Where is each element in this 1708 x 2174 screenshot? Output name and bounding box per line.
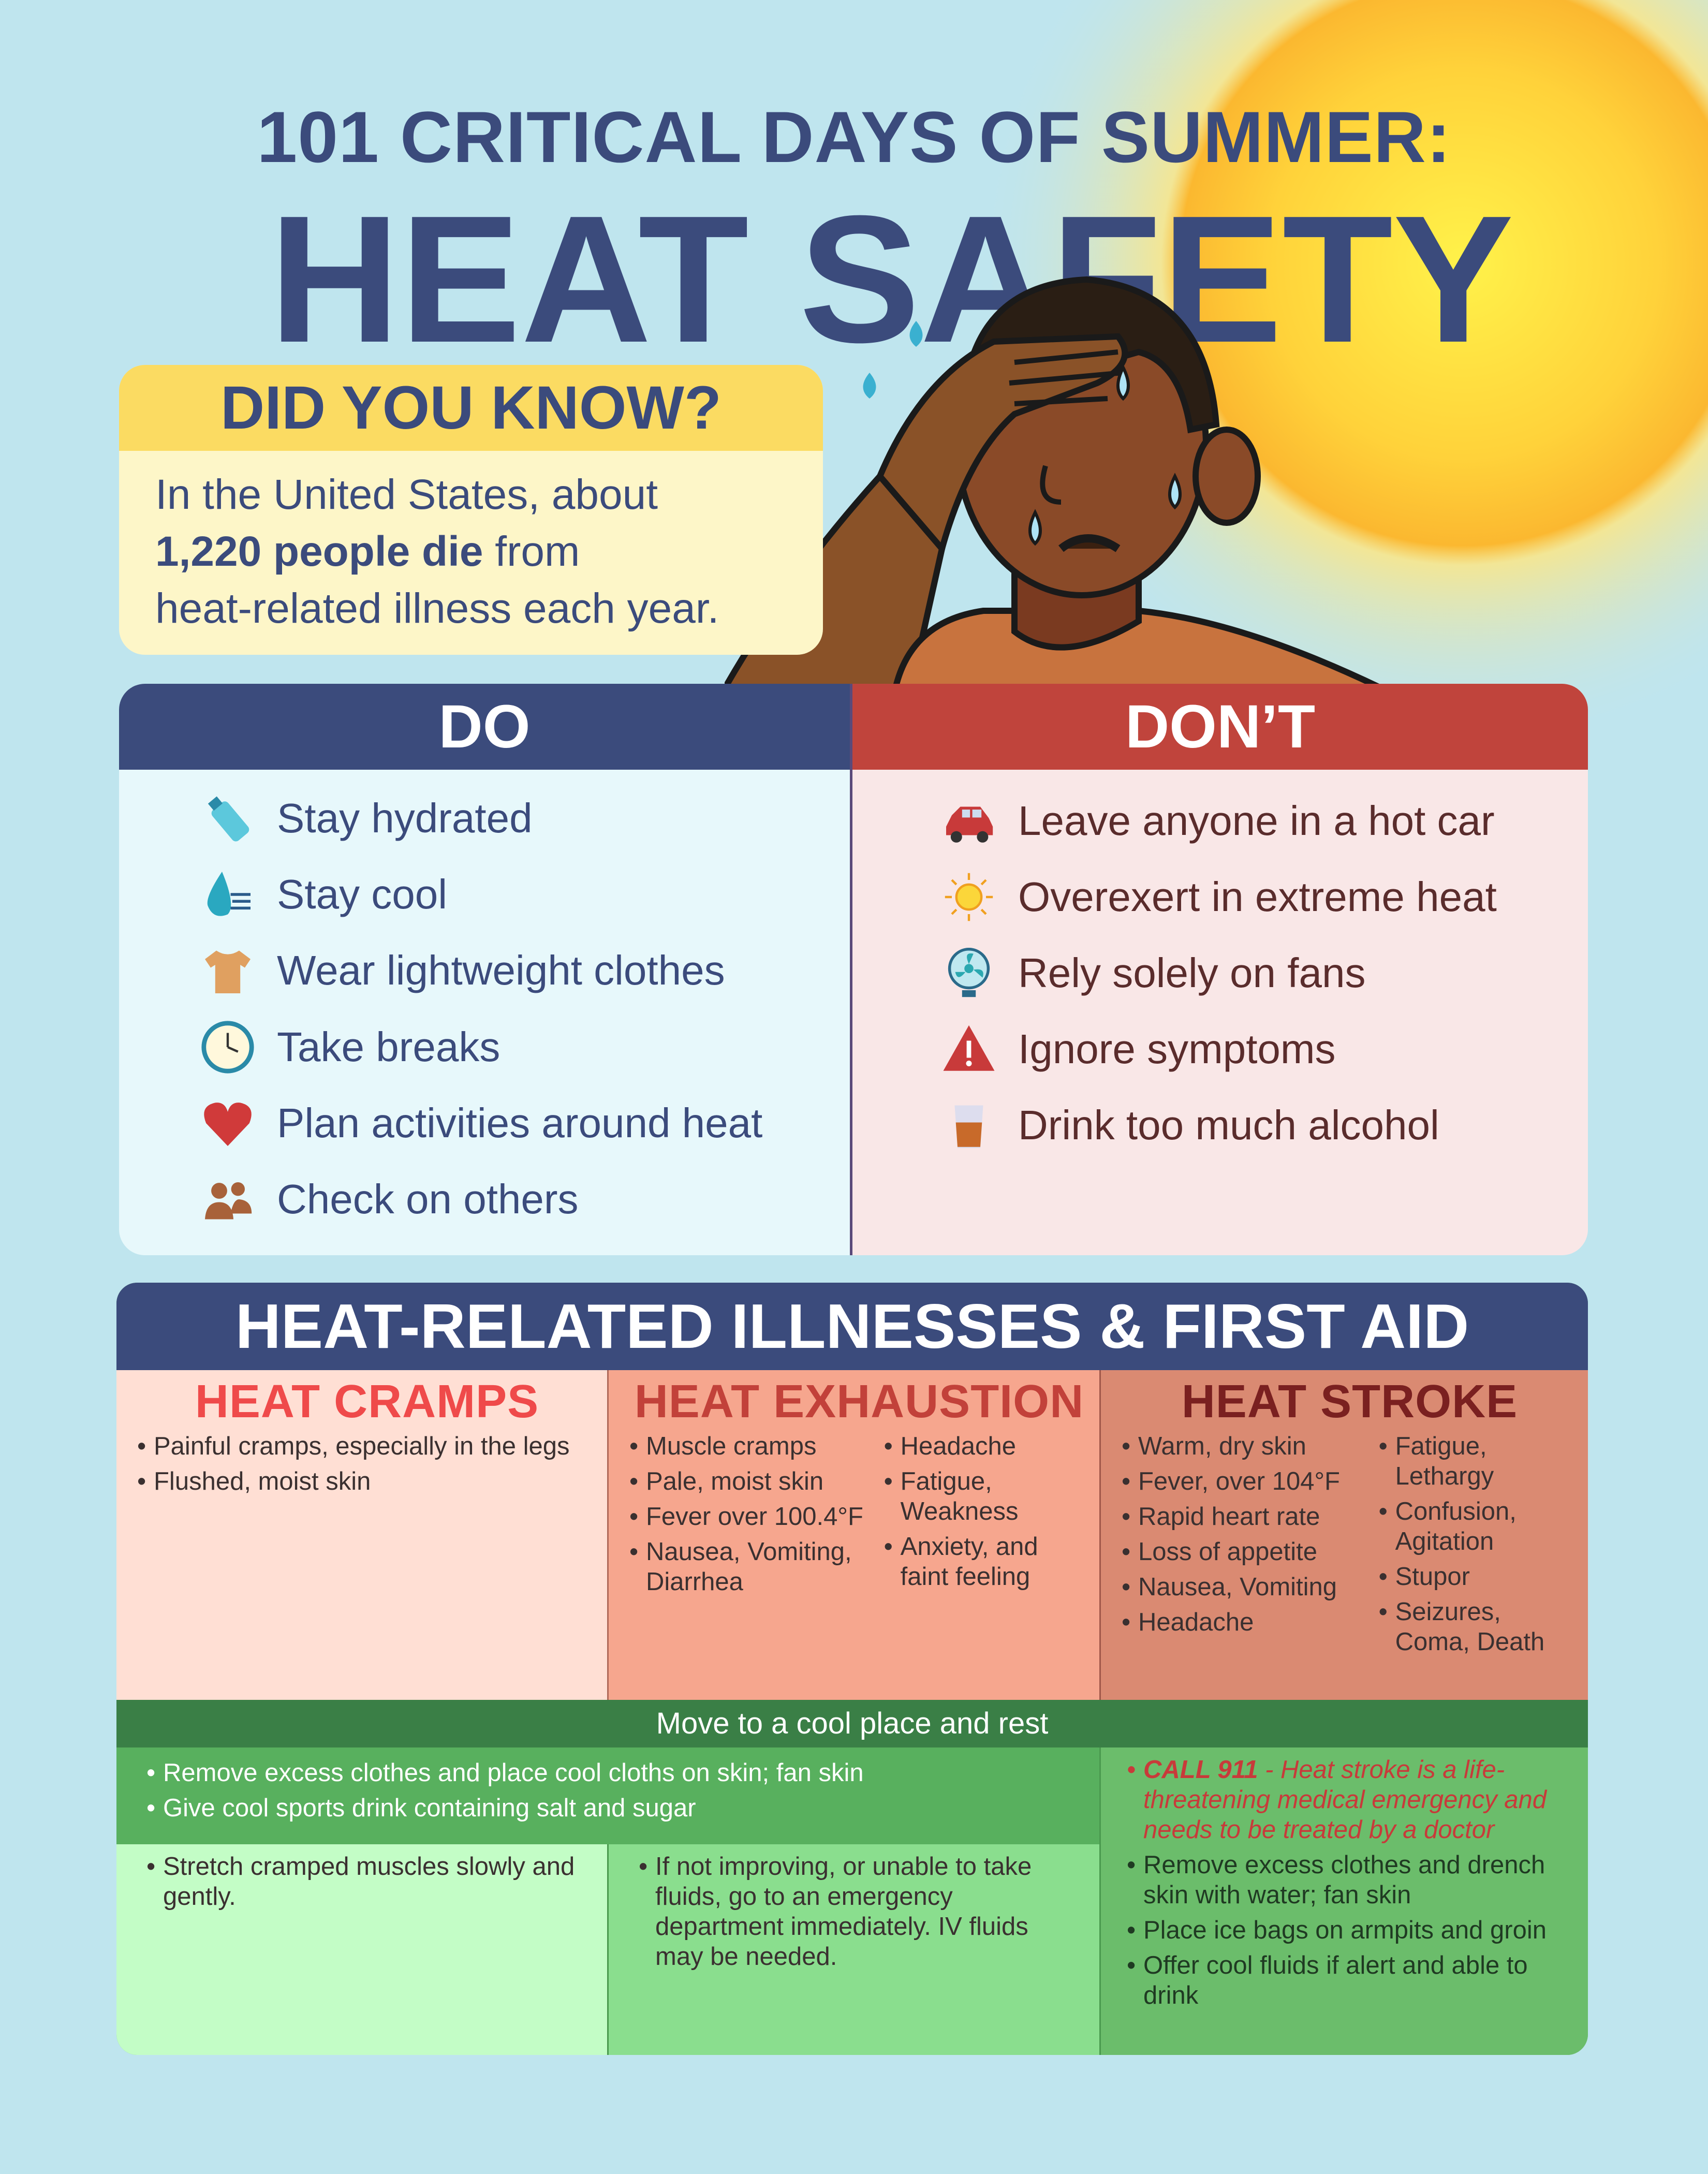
dont-item: Overexert in extreme heat (935, 866, 1497, 928)
heart-icon (194, 1092, 261, 1154)
symptom: Headache (1122, 1607, 1371, 1637)
symptom: Rapid heart rate (1122, 1502, 1371, 1532)
do-item: Wear lightweight clothes (194, 939, 725, 1002)
dont-item-label: Rely solely on fans (1018, 950, 1366, 996)
aid-step: Remove excess clothes and place cool clo… (146, 1758, 1099, 1788)
aid-step: Offer cool fluids if alert and able to d… (1127, 1950, 1572, 2010)
symptom: Fever, over 104°F (1122, 1466, 1371, 1496)
symptom: Anxiety, and faint feeling (884, 1532, 1089, 1592)
do-item-label: Plan activities around heat (277, 1100, 763, 1146)
do-item-label: Take breaks (277, 1024, 500, 1070)
title-heat-safety: HEAT SAFETY (269, 178, 1514, 380)
car-icon (935, 790, 1003, 852)
call-911-text: - Heat stroke is a life-threatening medi… (1143, 1756, 1547, 1844)
do-column: DO Stay hydrated Stay cool Wear lightwei… (119, 684, 850, 1255)
dont-item-label: Leave anyone in a hot car (1018, 798, 1495, 844)
heat-cramps-column: HEAT CRAMPS Painful cramps, especially i… (116, 1370, 607, 1700)
stroke-aid: CALL 911 - Heat stroke is a life-threate… (1099, 1747, 1588, 2055)
shared-aid-heading: Move to a cool place and rest (116, 1700, 1588, 1747)
sun-illustration (983, 0, 1708, 750)
heat-cramps-title: HEAT CRAMPS (195, 1376, 539, 1428)
symptom: Seizures, Coma, Death (1379, 1597, 1578, 1657)
do-item: Stay hydrated (194, 787, 533, 849)
do-item: Stay cool (194, 863, 447, 926)
heat-stroke-title: HEAT STROKE (1181, 1376, 1518, 1428)
heat-exhaustion-title: HEAT EXHAUSTION (634, 1376, 1084, 1428)
warning-icon (935, 1018, 1003, 1080)
do-item: Plan activities around heat (194, 1092, 762, 1154)
symptom: Headache (884, 1431, 1089, 1461)
glass-icon (935, 1094, 1003, 1156)
dont-item-label: Drink too much alcohol (1018, 1102, 1439, 1148)
do-item-label: Stay hydrated (277, 795, 533, 841)
symptom: Stupor (1379, 1562, 1578, 1592)
title-line1: 101 CRITICAL DAYS OF SUMMER: (257, 96, 1451, 178)
symptom: Fatigue, Weakness (884, 1466, 1089, 1526)
aid-step: Stretch cramped muscles slowly and gentl… (146, 1852, 586, 1912)
dont-item: Leave anyone in a hot car (935, 790, 1495, 852)
heat-exhaustion-column: HEAT EXHAUSTION Muscle cramps Pale, moist… (607, 1370, 1099, 1700)
exhaustion-aid: If not improving, or unable to take flui… (607, 1844, 1099, 2055)
sun-icon (935, 866, 1003, 928)
do-dont-panel: DO Stay hydrated Stay cool Wear lightwei… (119, 684, 1588, 1255)
symptom: Pale, moist skin (629, 1466, 876, 1496)
dont-item: Drink too much alcohol (935, 1094, 1439, 1156)
symptom: Painful cramps, especially in the legs (137, 1431, 597, 1461)
symptom: Nausea, Vomiting (1122, 1572, 1371, 1602)
aid-step: Place ice bags on armpits and groin (1127, 1915, 1572, 1945)
people-icon (194, 1168, 261, 1230)
water-drop-wind-icon (194, 863, 261, 926)
dont-column: DON’T Leave anyone in a hot car Overexer… (850, 684, 1588, 1255)
symptom: Nausea, Vomiting, Diarrhea (629, 1537, 876, 1597)
did-you-know-text: In the United States, about 1,220 people… (119, 451, 823, 637)
do-item: Take breaks (194, 1016, 500, 1078)
dont-item: Ignore symptoms (935, 1018, 1336, 1080)
do-item-label: Wear lightweight clothes (277, 947, 725, 993)
illness-heading: HEAT-RELATED ILLNESSES & FIRST AID (116, 1283, 1588, 1370)
call-911-label: CALL 911 (1143, 1756, 1258, 1784)
dyk-text-1: In the United States, about (155, 471, 658, 518)
fan-icon (935, 942, 1003, 1004)
symptom: Warm, dry skin (1122, 1431, 1371, 1461)
cramps-aid: Stretch cramped muscles slowly and gentl… (116, 1844, 607, 2055)
water-bottle-icon (194, 787, 261, 849)
tshirt-icon (194, 939, 261, 1002)
dont-heading: DON’T (852, 684, 1588, 770)
symptom: Confusion, Agitation (1379, 1496, 1578, 1556)
did-you-know-heading: DID YOU KNOW? (119, 365, 823, 451)
dont-item: Rely solely on fans (935, 942, 1365, 1004)
dyk-text-2: from (495, 528, 580, 575)
call-911-alert: CALL 911 - Heat stroke is a life-threate… (1127, 1755, 1572, 1845)
aid-step: If not improving, or unable to take flui… (639, 1852, 1079, 1972)
symptom: Fatigue, Lethargy (1379, 1431, 1578, 1491)
dyk-text-3: heat-related illness each year. (155, 585, 719, 632)
symptom: Flushed, moist skin (137, 1466, 597, 1496)
do-item-label: Check on others (277, 1176, 579, 1222)
symptom: Loss of appetite (1122, 1537, 1371, 1567)
aid-step: Give cool sports drink containing salt a… (146, 1793, 1099, 1823)
aid-step: Remove excess clothes and drench skin wi… (1127, 1850, 1572, 1910)
shared-aid-band: Remove excess clothes and place cool clo… (116, 1747, 1099, 1844)
did-you-know-card: DID YOU KNOW? In the United States, abou… (119, 365, 823, 655)
dont-item-label: Ignore symptoms (1018, 1026, 1336, 1072)
illness-panel: HEAT-RELATED ILLNESSES & FIRST AID HEAT … (116, 1283, 1588, 2055)
heat-stroke-column: HEAT STROKE Warm, dry skin Fever, over 10… (1099, 1370, 1588, 1700)
do-item-label: Stay cool (277, 871, 448, 917)
do-item: Check on others (194, 1168, 579, 1230)
symptom: Fever over 100.4°F (629, 1502, 876, 1532)
sweating-man-illustration (725, 276, 1383, 688)
do-heading: DO (119, 684, 850, 770)
clock-icon (194, 1016, 261, 1078)
symptom: Muscle cramps (629, 1431, 876, 1461)
dyk-bold: 1,220 people die (155, 528, 483, 575)
dont-item-label: Overexert in extreme heat (1018, 874, 1497, 920)
